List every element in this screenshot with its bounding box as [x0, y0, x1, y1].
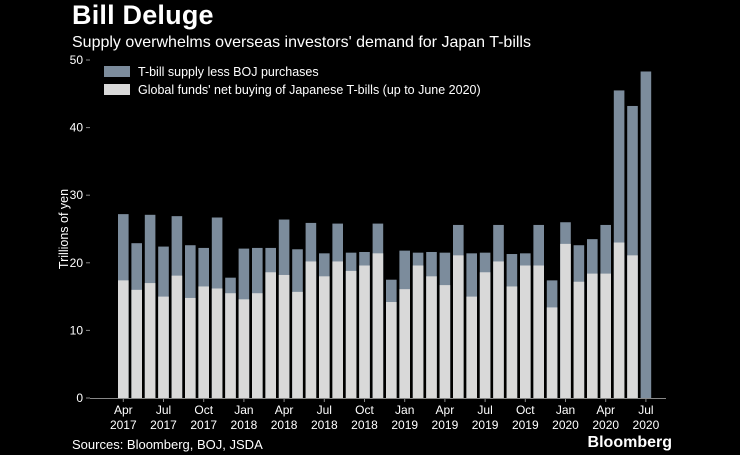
bar-demand	[211, 288, 223, 398]
y-axis: 0 10 20 30 40 50	[70, 53, 90, 405]
y-tick-label: 40	[70, 121, 84, 135]
x-tick-label-month: Jul	[638, 403, 653, 417]
x-tick-label-month: Apr	[436, 403, 455, 417]
bar-demand	[144, 283, 156, 398]
bar-demand	[171, 275, 183, 398]
x-tick-label-month: Jan	[395, 403, 414, 417]
bar-demand	[319, 276, 330, 398]
y-tick-label: 0	[76, 391, 83, 405]
bar-demand	[158, 296, 169, 398]
bar-supply	[627, 105, 638, 398]
bar-demand	[627, 255, 638, 398]
bar-demand	[185, 297, 196, 398]
x-tick-label-year: 2017	[110, 418, 137, 432]
bar-demand	[118, 280, 129, 398]
x-tick-label-month: Jan	[234, 403, 253, 417]
x-tick-label-year: 2018	[311, 418, 338, 432]
bar-demand	[399, 289, 410, 398]
chart-title: Bill Deluge	[72, 0, 214, 30]
x-axis: Apr2017Jul2017Oct2017Jan2018Apr2018Jul20…	[90, 398, 666, 432]
bar-demand	[479, 272, 491, 398]
source-note: Sources: Bloomberg, BOJ, JSDA	[72, 437, 263, 452]
x-tick-label-month: Jul	[317, 403, 332, 417]
bar-demand	[493, 261, 504, 398]
bar-demand	[131, 289, 142, 398]
bar-demand	[386, 302, 397, 398]
x-tick-label-year: 2019	[391, 418, 418, 432]
bar-demand	[345, 270, 357, 398]
legend: T-bill supply less BOJ purchases Global f…	[104, 65, 481, 97]
bar-demand	[332, 261, 343, 398]
y-tick-label: 30	[70, 188, 84, 202]
bar-demand	[560, 243, 571, 398]
x-tick-label-year: 2019	[512, 418, 539, 432]
bar-demand	[359, 265, 370, 398]
x-tick-label-year: 2018	[351, 418, 378, 432]
bar-demand	[546, 307, 558, 398]
bar-demand	[453, 255, 464, 398]
bar-demand	[292, 291, 303, 398]
x-tick-label-month: Oct	[355, 403, 374, 417]
legend-label-supply: T-bill supply less BOJ purchases	[138, 65, 319, 79]
bar-demand	[520, 265, 531, 398]
x-tick-label-year: 2020	[552, 418, 579, 432]
x-tick-label-month: Apr	[596, 403, 615, 417]
x-tick-label-month: Jan	[556, 403, 575, 417]
bar-demand	[372, 253, 384, 398]
x-tick-label-year: 2017	[190, 418, 217, 432]
bar-demand	[426, 276, 437, 398]
bars	[118, 71, 652, 399]
x-tick-label-month: Oct	[194, 403, 213, 417]
x-tick-label-month: Apr	[114, 403, 133, 417]
bar-demand	[613, 242, 625, 398]
bar-demand	[506, 286, 518, 398]
bar-demand	[305, 261, 317, 398]
bar-demand	[573, 281, 585, 398]
x-tick-label-month: Oct	[516, 403, 535, 417]
bloomberg-logo: Bloomberg	[587, 434, 672, 451]
bar-demand	[439, 285, 451, 398]
bar-demand	[238, 299, 250, 398]
y-tick-label: 10	[70, 323, 84, 337]
legend-swatch-supply	[104, 66, 130, 77]
chart-subtitle: Supply overwhelms overseas investors' de…	[72, 34, 531, 51]
bar-demand	[533, 265, 544, 398]
x-tick-label-year: 2017	[150, 418, 177, 432]
legend-label-demand: Global funds' net buying of Japanese T-b…	[138, 83, 481, 97]
x-tick-label-year: 2019	[472, 418, 499, 432]
y-tick-label: 50	[70, 53, 84, 67]
y-axis-label: Trillions of yen	[57, 189, 71, 269]
bar-demand	[278, 274, 290, 398]
x-tick-label-month: Jul	[477, 403, 492, 417]
bar-demand	[412, 265, 424, 398]
x-tick-label-year: 2018	[271, 418, 298, 432]
bar-demand	[225, 293, 236, 398]
x-tick-label-year: 2020	[592, 418, 619, 432]
x-tick-label-year: 2018	[231, 418, 258, 432]
x-tick-label-month: Jul	[156, 403, 171, 417]
bar-demand	[466, 296, 477, 398]
legend-swatch-demand	[104, 84, 130, 95]
x-tick-label-year: 2019	[432, 418, 459, 432]
bar-demand	[265, 272, 276, 398]
bar-demand	[252, 293, 263, 398]
x-tick-label-month: Apr	[275, 403, 294, 417]
bar-demand	[600, 273, 611, 398]
bar-supply	[640, 71, 652, 398]
x-tick-label-year: 2020	[633, 418, 660, 432]
y-tick-label: 20	[70, 256, 84, 270]
bar-demand	[587, 273, 598, 398]
bar-demand	[198, 286, 209, 398]
